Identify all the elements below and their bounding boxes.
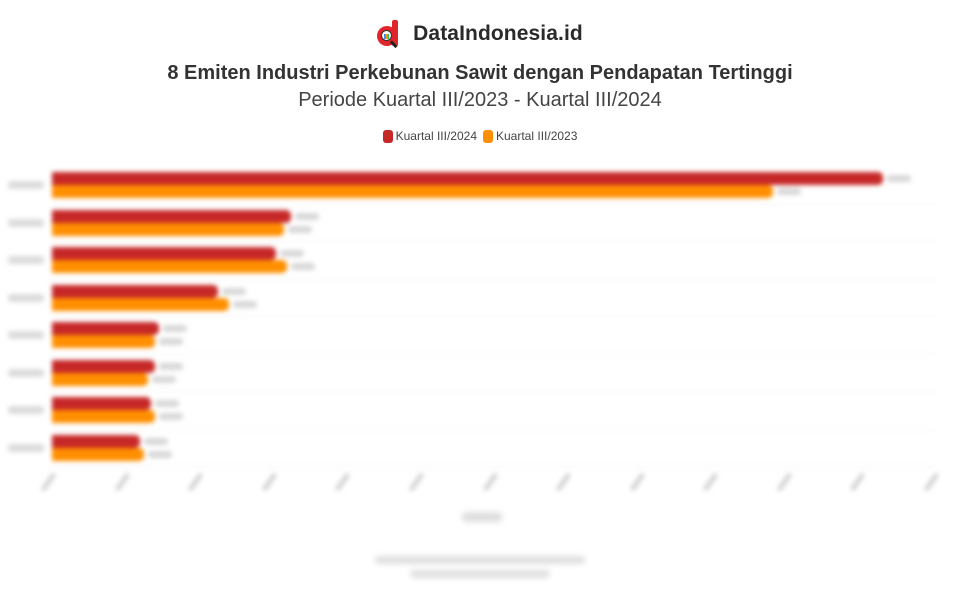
category-label [8, 406, 44, 414]
bar-2023[interactable] [52, 447, 144, 461]
bar-2024[interactable] [52, 322, 159, 335]
x-tick-label [114, 472, 130, 492]
x-tick-label [629, 472, 645, 492]
category-label [8, 368, 44, 377]
x-tick-label [923, 472, 940, 492]
data-label [147, 450, 172, 458]
legend-item-2023[interactable]: Kuartal III/2023 [483, 129, 577, 143]
x-tick-label [261, 472, 278, 492]
category-label [8, 256, 44, 264]
gridline [52, 353, 935, 355]
chart-subtitle: Periode Kuartal III/2023 - Kuartal III/2… [298, 89, 662, 111]
data-label [151, 375, 176, 383]
x-tick-label [335, 472, 351, 492]
data-label [159, 413, 184, 420]
x-tick-label [776, 472, 793, 492]
source-line-2 [410, 570, 550, 578]
data-label [221, 287, 246, 295]
data-label [291, 263, 316, 270]
x-tick-label [850, 472, 866, 492]
data-label [159, 338, 184, 345]
chart-title: 8 Emiten Industri Perkebunan Sawit denga… [167, 62, 793, 84]
legend-swatch-2024 [382, 129, 393, 143]
bar-2024[interactable] [52, 247, 277, 260]
datainndonesia-logo-icon [377, 20, 403, 48]
brand-name: DataIndonesia.id [413, 22, 583, 45]
data-label [777, 188, 802, 195]
bar-2024[interactable] [52, 397, 152, 410]
legend-item-2024[interactable]: Kuartal III/2024 [382, 129, 477, 143]
legend-swatch-2023 [483, 129, 493, 143]
chart-legend: Kuartal III/2024 Kuartal III/2023 [0, 129, 960, 143]
data-label [887, 175, 912, 182]
x-axis [0, 468, 960, 498]
source-note [0, 556, 960, 578]
category-label [8, 181, 44, 189]
data-label [295, 212, 320, 220]
bar-2023[interactable] [52, 297, 229, 311]
source-line-1 [375, 556, 585, 564]
gridline [52, 278, 935, 280]
bar-2024[interactable] [52, 284, 218, 298]
bar-2023[interactable] [52, 185, 774, 198]
x-tick-label [187, 472, 204, 492]
gridline [52, 391, 935, 392]
data-label [162, 325, 187, 332]
gridline [52, 203, 935, 205]
bar-2023[interactable] [52, 410, 156, 423]
bar-2024[interactable] [52, 434, 141, 448]
x-tick-label [555, 472, 572, 492]
x-tick-label [482, 472, 498, 492]
gridline [52, 241, 935, 242]
bar-2023[interactable] [52, 335, 156, 348]
brand-header: DataIndonesia.id [0, 20, 960, 48]
category-label [8, 293, 44, 302]
legend-label-2023: Kuartal III/2023 [496, 129, 578, 143]
data-label [144, 437, 169, 445]
bar-2023[interactable] [52, 222, 284, 236]
bar-2023[interactable] [52, 260, 288, 273]
gridline [52, 428, 935, 430]
x-tick-label [408, 472, 425, 492]
data-label [159, 362, 184, 370]
data-label [155, 400, 180, 407]
x-tick-label [40, 472, 57, 492]
category-label [8, 218, 44, 227]
data-label [232, 300, 257, 308]
x-axis-title [462, 512, 502, 522]
bar-2024[interactable] [52, 209, 292, 223]
gridline [52, 466, 935, 467]
bar-2023[interactable] [52, 372, 148, 386]
bar-2024[interactable] [52, 172, 884, 185]
bar-2024[interactable] [52, 359, 156, 373]
bar-plot-area [0, 160, 960, 467]
data-label [280, 250, 305, 257]
category-label [8, 443, 44, 452]
category-label [8, 331, 44, 339]
legend-label-2024: Kuartal III/2024 [395, 129, 477, 143]
data-label [287, 225, 312, 233]
x-tick-label [702, 472, 719, 492]
gridline [52, 316, 935, 317]
